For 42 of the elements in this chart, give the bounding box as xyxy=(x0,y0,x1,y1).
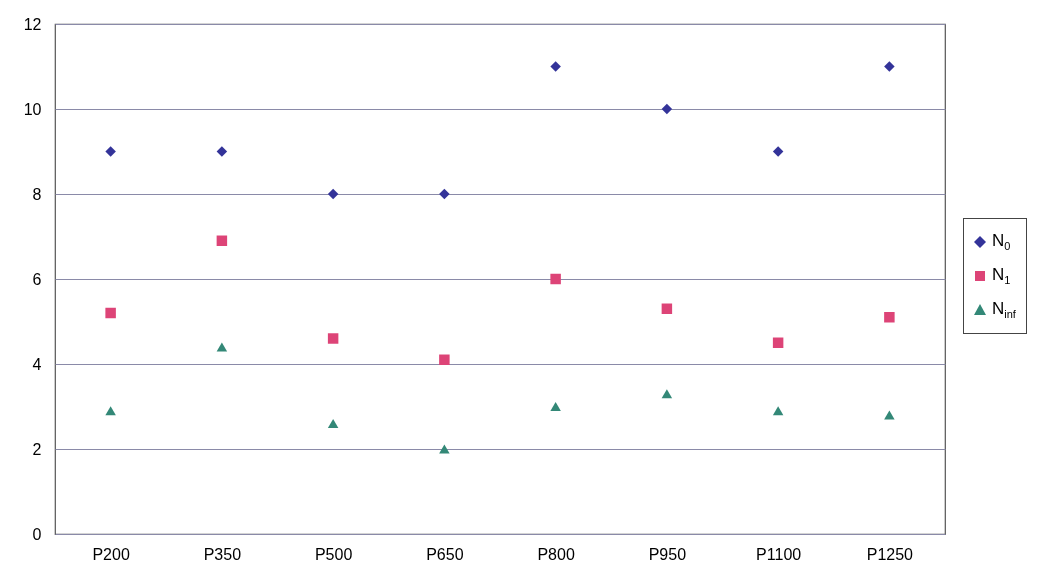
point xyxy=(216,342,228,352)
point xyxy=(550,401,561,412)
point xyxy=(216,146,228,157)
point xyxy=(105,406,116,416)
x-tick-label: P1100 xyxy=(756,545,802,563)
legend-label: N$_{inf}$ xyxy=(992,299,1016,321)
x-tick-label: P200 xyxy=(92,545,130,563)
y-tick-label: 0 xyxy=(32,525,42,543)
point xyxy=(216,235,228,246)
point xyxy=(439,354,450,365)
y-tick-label: 10 xyxy=(23,100,42,118)
point xyxy=(772,146,784,157)
point xyxy=(661,389,673,399)
point xyxy=(327,188,339,200)
point xyxy=(661,103,673,115)
point xyxy=(884,410,895,420)
y-tick-label: 6 xyxy=(32,270,42,288)
x-tick-label: P350 xyxy=(203,545,242,563)
point xyxy=(550,61,561,72)
x-tick-label: P500 xyxy=(314,545,353,563)
x-tick-label: P950 xyxy=(648,545,687,563)
point xyxy=(439,444,450,454)
y-tick-label: 8 xyxy=(32,185,42,203)
point xyxy=(884,312,895,323)
y-tick-label: 12 xyxy=(23,15,42,33)
y-tick-label: 4 xyxy=(32,355,42,373)
point xyxy=(550,273,561,285)
point xyxy=(327,418,339,429)
legend-label: N$_{0}$ xyxy=(992,231,1011,253)
point xyxy=(105,146,116,157)
point xyxy=(327,333,339,344)
point xyxy=(772,406,784,416)
point xyxy=(661,303,673,314)
point xyxy=(439,188,450,200)
legend-label: N$_{1}$ xyxy=(992,265,1011,287)
x-tick-label: P800 xyxy=(537,545,575,563)
x-tick-label: P1250 xyxy=(866,545,914,563)
x-tick-label: P650 xyxy=(426,545,464,563)
point xyxy=(884,61,895,72)
point xyxy=(105,307,116,319)
y-tick-label: 2 xyxy=(32,440,42,458)
point xyxy=(772,337,784,348)
